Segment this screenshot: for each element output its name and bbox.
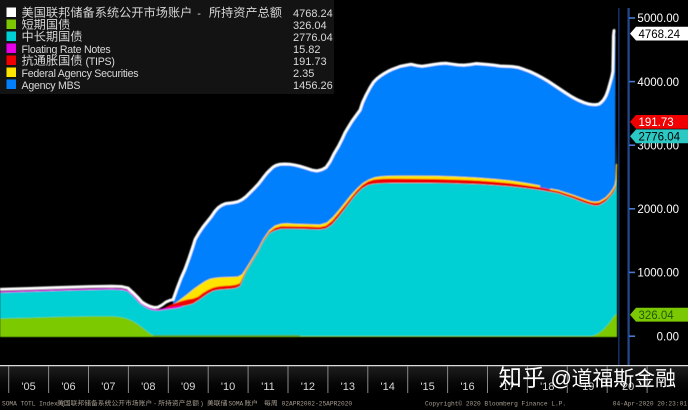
svg-text:2000.00: 2000.00 xyxy=(637,204,679,216)
svg-text:SOMA TOTL Index (: SOMA TOTL Index ( xyxy=(2,401,65,408)
svg-text:2776.04: 2776.04 xyxy=(639,132,681,144)
svg-text:'13: '13 xyxy=(341,381,355,393)
svg-text:191.73: 191.73 xyxy=(639,117,674,129)
svg-text:3000.00: 3000.00 xyxy=(637,140,679,152)
svg-text:-: - xyxy=(153,401,157,408)
svg-text:Federal Agency Securities: Federal Agency Securities xyxy=(22,68,139,80)
svg-text:326.04: 326.04 xyxy=(293,20,327,32)
svg-text:2.35: 2.35 xyxy=(293,68,314,80)
svg-text:): ) xyxy=(200,401,204,408)
svg-text:'16: '16 xyxy=(460,381,474,393)
svg-text:Floating Rate Notes: Floating Rate Notes xyxy=(22,44,111,56)
svg-text:02APR2002-25APR2020: 02APR2002-25APR2020 xyxy=(282,401,353,408)
svg-text:0.00: 0.00 xyxy=(657,331,679,343)
svg-text:2776.04: 2776.04 xyxy=(293,32,333,44)
svg-text:'08: '08 xyxy=(141,381,155,393)
svg-text:'15: '15 xyxy=(420,381,434,393)
svg-text:'11: '11 xyxy=(261,381,275,393)
svg-text:4768.24: 4768.24 xyxy=(293,8,333,20)
svg-text:Copyright© 2020 Bloomberg Fina: Copyright© 2020 Bloomberg Finance L.P. xyxy=(425,401,566,408)
svg-text:15.82: 15.82 xyxy=(293,44,321,56)
svg-text:191.73: 191.73 xyxy=(293,56,327,68)
svg-text:Agency MBS: Agency MBS xyxy=(22,80,81,92)
svg-text:'09: '09 xyxy=(181,381,195,393)
svg-text:'14: '14 xyxy=(381,381,395,393)
svg-text:(TIPS): (TIPS) xyxy=(86,56,115,68)
svg-text:'18: '18 xyxy=(540,381,554,393)
svg-text:4768.24: 4768.24 xyxy=(639,29,681,41)
svg-text:'10: '10 xyxy=(221,381,235,393)
svg-text:'12: '12 xyxy=(301,381,315,393)
svg-text:04-Apr-2020 20:23:01: 04-Apr-2020 20:23:01 xyxy=(613,401,688,408)
svg-text:'06: '06 xyxy=(61,381,75,393)
svg-text:-: - xyxy=(197,8,201,20)
svg-text:1456.26: 1456.26 xyxy=(293,80,333,92)
svg-text:SOMA: SOMA xyxy=(228,401,243,408)
svg-text:'07: '07 xyxy=(101,381,115,393)
svg-text:326.04: 326.04 xyxy=(639,310,675,322)
svg-text:5000.00: 5000.00 xyxy=(637,13,679,25)
svg-text:'05: '05 xyxy=(21,381,35,393)
svg-text:'19: '19 xyxy=(580,381,594,393)
svg-text:@: @ xyxy=(551,368,572,391)
svg-text:4000.00: 4000.00 xyxy=(637,77,679,89)
svg-text:'20: '20 xyxy=(620,381,634,393)
svg-text:1000.00: 1000.00 xyxy=(637,268,679,280)
